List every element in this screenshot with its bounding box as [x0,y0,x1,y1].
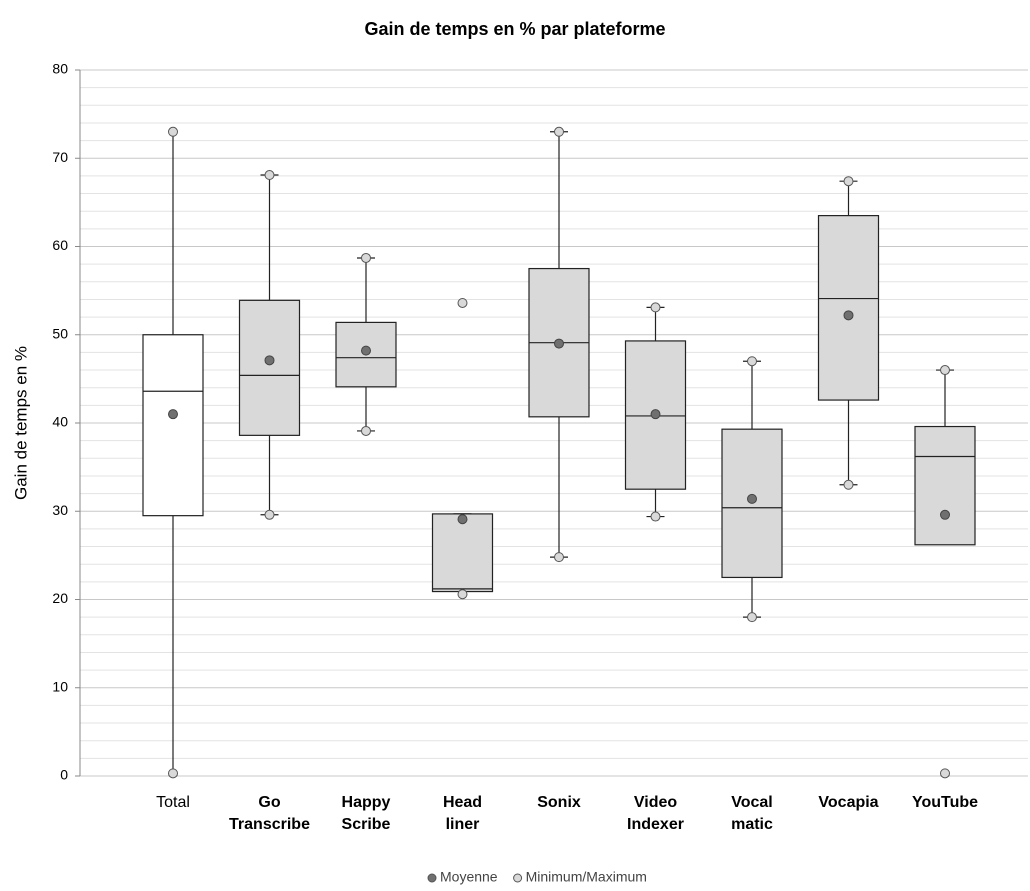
x-tick-label-line: Happy [342,794,391,811]
y-tick-label: 80 [52,61,68,77]
min-max-marker [650,302,661,313]
y-tick-label: 0 [60,767,68,783]
mean-marker [554,338,564,349]
y-tick-label: 50 [52,325,68,341]
min-max-marker [940,365,950,376]
x-tick-label-line: Indexer [627,816,684,833]
mean-marker [168,409,178,420]
x-tick-label-line: Vocal [731,794,773,811]
min-max-marker [168,768,178,779]
x-tick-label-line: Transcribe [229,816,310,833]
legend-label: Moyenne [440,869,498,885]
box [914,425,976,546]
y-tick-label: 30 [52,502,68,518]
mean-marker [747,493,757,504]
x-tick-label: Head liner [443,794,482,833]
legend-marker [513,873,523,883]
min-max-marker [843,176,854,187]
box [142,334,204,517]
x-tick-label-line: matic [731,816,773,833]
x-tick-label: Go Transcribe [229,794,310,833]
min-max-marker [264,509,275,520]
x-tick-label-line: Scribe [342,816,391,833]
x-tick-label-line: Head [443,794,482,811]
min-max-marker [747,612,757,623]
legend-marker [427,873,437,883]
mean-marker [264,355,275,366]
min-max-marker [650,511,661,522]
min-max-marker [554,126,564,137]
min-max-marker [457,297,468,308]
box [431,513,494,593]
x-tick-label: Video Indexer [627,794,684,833]
min-max-marker [361,252,371,263]
x-tick-label: Sonix [537,794,581,811]
box [238,299,301,436]
legend-label: Minimum/Maximum [526,869,647,885]
x-tick-label-line: YouTube [912,794,978,811]
x-tick-label-line: Video [634,794,678,811]
min-max-marker [361,425,371,436]
y-tick-label: 10 [52,678,68,694]
x-tick-label-line: Vocapia [818,794,878,811]
min-max-marker [457,589,468,600]
mean-marker [650,409,661,420]
min-max-marker [843,479,854,490]
x-tick-label: Total [156,794,190,811]
mean-marker [457,514,468,525]
x-tick-label-line: liner [446,816,480,833]
min-max-marker [747,356,757,367]
x-tick-label: YouTube [912,794,978,811]
box [817,215,880,401]
y-axis-label: Gain de temps en % [11,346,30,500]
min-max-marker [168,126,178,137]
mean-marker [361,345,371,356]
x-tick-label: Vocal matic [731,794,773,833]
x-tick-label-line: Sonix [537,794,581,811]
min-max-marker [940,768,950,779]
y-tick-label: 70 [52,149,68,165]
min-max-marker [264,170,275,181]
x-tick-label: Vocapia [818,794,878,811]
y-tick-label: 40 [52,414,68,430]
y-tick-label: 20 [52,590,68,606]
chart-title: Gain de temps en % par plateforme [364,19,665,39]
x-tick-label-line: Total [156,794,190,811]
y-tick-label: 60 [52,237,68,253]
x-tick-label: Happy Scribe [342,794,391,833]
mean-marker [843,310,854,321]
min-max-marker [554,552,564,563]
mean-marker [940,509,950,520]
x-tick-label-line: Go [258,794,280,811]
